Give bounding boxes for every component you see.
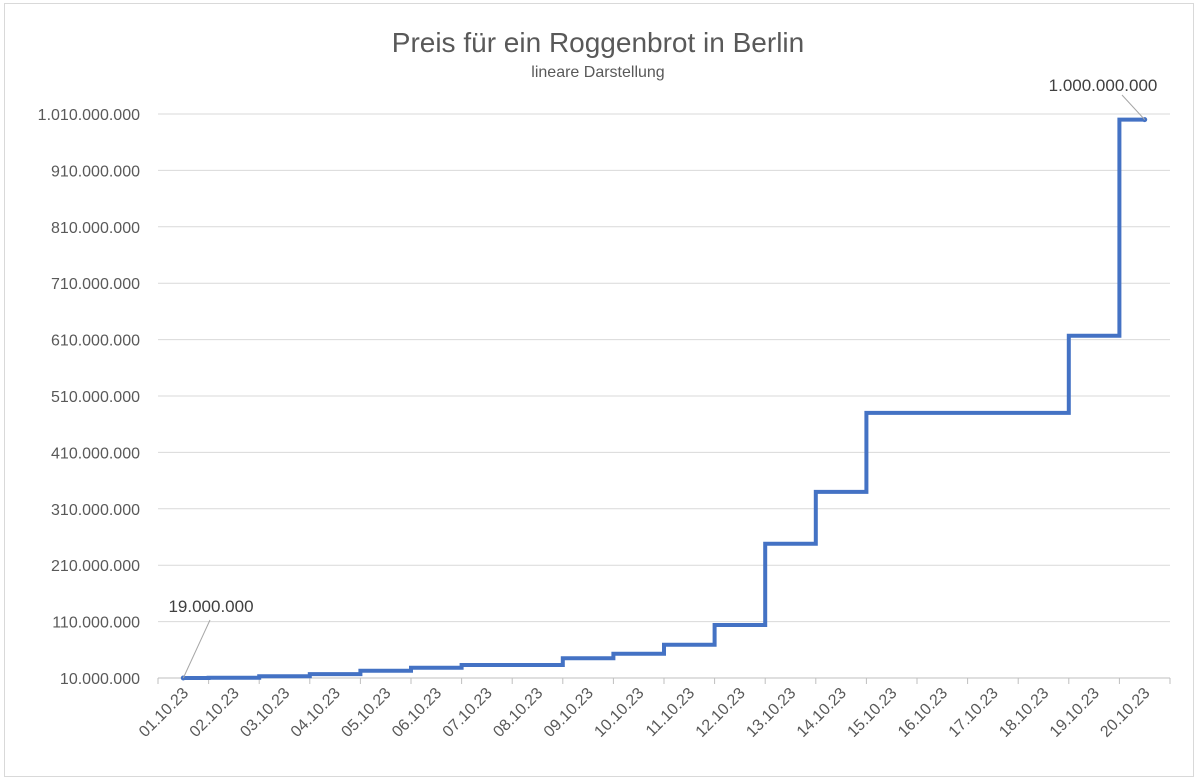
x-tick-label: 02.10.23 xyxy=(187,685,243,741)
x-tick-label: 04.10.23 xyxy=(288,685,344,741)
y-tick-label: 810.000.000 xyxy=(51,220,140,237)
x-tick-label: 08.10.23 xyxy=(490,685,546,741)
x-tick-label: 07.10.23 xyxy=(440,685,496,741)
y-tick-label: 10.000.000 xyxy=(60,671,140,688)
x-tick-label: 18.10.23 xyxy=(996,685,1052,741)
y-tick-label: 910.000.000 xyxy=(51,163,140,180)
x-tick-label: 11.10.23 xyxy=(643,685,698,740)
x-tick-label: 13.10.23 xyxy=(743,685,799,741)
annotation-leader-line xyxy=(1121,94,1146,120)
annotation-label-start: 19.000.000 xyxy=(168,597,253,616)
chart-subtitle: lineare Darstellung xyxy=(531,64,665,81)
x-tick-label: 15.10.23 xyxy=(844,685,900,741)
x-tick-label: 03.10.23 xyxy=(237,685,293,741)
x-tick-label: 19.10.23 xyxy=(1047,685,1103,741)
series-line xyxy=(183,117,1145,680)
y-tick-label: 110.000.000 xyxy=(52,615,140,632)
y-tick-label: 1.010.000.000 xyxy=(38,107,140,124)
x-tick-label: 06.10.23 xyxy=(389,685,445,741)
x-tick-label: 10.10.23 xyxy=(591,685,647,741)
y-tick-label: 210.000.000 xyxy=(51,558,140,575)
annotation-leader-line xyxy=(182,619,211,679)
y-tick-label: 310.000.000 xyxy=(51,502,140,519)
chart-title: Preis für ein Roggenbrot in Berlin xyxy=(391,27,805,58)
x-tick-label: 20.10.23 xyxy=(1097,685,1153,741)
x-tick-label: 12.10.23 xyxy=(693,685,749,741)
x-tick-label: 05.10.23 xyxy=(338,685,394,741)
annotation-label-end: 1.000.000.000 xyxy=(1049,76,1158,95)
y-tick-label: 610.000.000 xyxy=(51,333,140,350)
y-tick-label: 710.000.000 xyxy=(51,276,140,293)
x-tick-label: 16.10.23 xyxy=(895,685,951,741)
y-tick-label: 410.000.000 xyxy=(51,445,140,462)
chart-frame xyxy=(4,3,1194,777)
x-tick-label: 17.10.23 xyxy=(946,685,1002,741)
x-tick-label: 14.10.23 xyxy=(794,685,850,741)
x-tick-label: 09.10.23 xyxy=(541,685,597,741)
y-tick-label: 510.000.000 xyxy=(51,389,140,406)
x-tick-label: 01.10.23 xyxy=(136,685,192,741)
